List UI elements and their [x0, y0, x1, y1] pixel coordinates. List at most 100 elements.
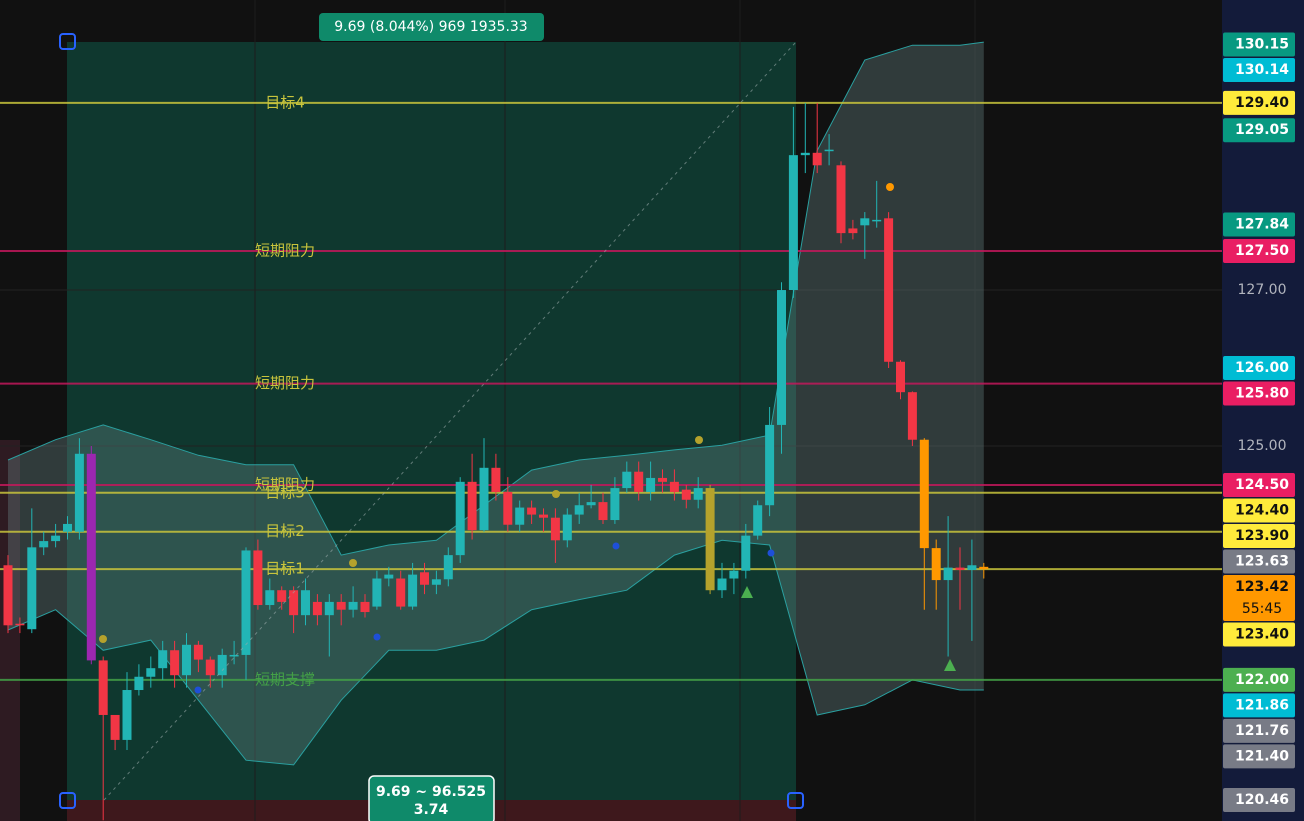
candle-body [765, 424, 775, 506]
signal-triangle [944, 659, 956, 671]
level-label: 目标3 [265, 483, 305, 501]
candle-body [384, 574, 394, 579]
candle-body [217, 654, 227, 676]
candle-body [277, 590, 287, 602]
candle-body [443, 555, 453, 580]
price-label-bg [1223, 90, 1295, 115]
candle-body [610, 488, 620, 521]
price-label: 120.46 [1235, 792, 1289, 808]
price-label: 127.84 [1235, 217, 1289, 233]
price-axis-labels: 125.00 127.00 130.15 130.14 129.40 129.05 127.… [1223, 32, 1295, 812]
candle-body [979, 566, 989, 570]
candle-body [574, 505, 584, 515]
candle-body [289, 590, 299, 616]
candle-body [431, 579, 441, 585]
candle-body [515, 507, 525, 525]
candle-body [884, 218, 894, 362]
signal-dot [767, 549, 775, 557]
candle-body [372, 578, 382, 607]
level-label: 目标2 [265, 522, 305, 540]
price-label: 123.90 [1235, 528, 1289, 544]
candle-body [705, 488, 715, 591]
measure-area [67, 42, 796, 800]
price-label: 124.40 [1235, 502, 1289, 518]
candle-body [182, 644, 191, 676]
candle-body [967, 565, 977, 570]
candle-body [919, 439, 929, 549]
y-tick-label: 127.00 [1238, 282, 1287, 298]
price-label-bg [1223, 549, 1295, 574]
candle-body [265, 590, 275, 606]
price-label: 129.05 [1235, 122, 1289, 138]
candle-body [800, 152, 810, 156]
signal-dot [612, 542, 620, 550]
price-label-bg [1223, 718, 1295, 743]
candle-body [491, 467, 501, 492]
candle-body [324, 601, 334, 616]
candle-body [646, 477, 656, 492]
candle-body [63, 523, 72, 532]
candle-body [753, 505, 763, 536]
candle-body [943, 567, 953, 581]
candle-body [860, 218, 870, 226]
candle-body [134, 676, 144, 691]
price-label: 121.86 [1235, 697, 1289, 713]
candle-body [669, 481, 679, 492]
candle-body [455, 481, 465, 556]
candle-body [51, 535, 61, 542]
price-label-bg [1223, 498, 1295, 523]
candle-body [824, 149, 834, 152]
signal-dot [695, 436, 703, 444]
candle-body [86, 453, 96, 661]
candle-body [467, 481, 477, 531]
candle-body [729, 570, 739, 579]
candle-body [205, 659, 215, 676]
price-label-bg [1223, 32, 1295, 57]
handle[interactable] [59, 792, 76, 809]
candle-body [15, 623, 25, 626]
measure-bottom-label: 9.69 ~ 96.525 [376, 784, 486, 800]
signal-dot [552, 490, 560, 498]
candle-body [848, 228, 858, 234]
price-label: 130.14 [1235, 62, 1289, 78]
candle-body [907, 392, 917, 440]
candle-body [812, 152, 822, 166]
handle[interactable] [787, 792, 804, 809]
level-label: 目标4 [265, 93, 305, 111]
measure-top-box [319, 13, 544, 41]
candles [3, 102, 989, 821]
price-label-bg [1223, 622, 1295, 647]
candle-body [193, 644, 203, 660]
candle-body [122, 690, 132, 740]
price-label: 123.63 [1235, 553, 1289, 569]
candle-body [241, 550, 251, 655]
candle-body [360, 601, 370, 613]
signal-triangle [741, 586, 753, 598]
candle-body [539, 514, 548, 518]
candle-body [146, 668, 156, 677]
price-label-bg [1223, 693, 1295, 718]
signal-dot [373, 633, 381, 641]
price-label: 121.76 [1235, 723, 1289, 739]
price-label-bg [1223, 118, 1295, 143]
candle-body [110, 714, 120, 740]
price-label-bg [1223, 574, 1295, 621]
candle-body [27, 547, 37, 630]
measure-diagonal [103, 41, 797, 801]
measure-top-label: 9.69 (8.044%) 969 1935.33 [334, 19, 527, 35]
level-label: 短期阻力 [255, 374, 315, 392]
candle-body [634, 471, 644, 492]
price-label-bg [1223, 472, 1295, 497]
candle-body [158, 650, 168, 669]
candle-body [658, 477, 667, 482]
candle-body [777, 290, 786, 425]
candle-body [788, 155, 798, 291]
signal-dot [194, 686, 202, 694]
price-label-bg [1223, 787, 1295, 812]
handle[interactable] [59, 33, 76, 50]
candle-body [681, 489, 691, 500]
price-label-bg [1223, 667, 1295, 692]
signal-dot [886, 183, 894, 191]
